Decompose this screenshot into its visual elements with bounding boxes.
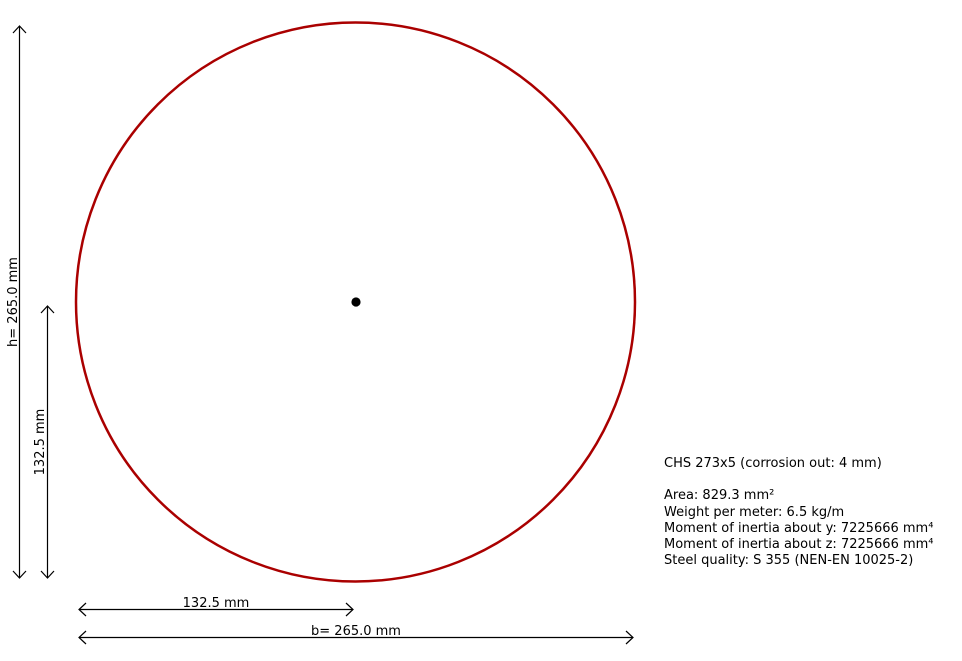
half-height-dimension xyxy=(40,305,55,579)
width-dimension-label: b= 265.0 mm xyxy=(311,624,401,639)
height-dimension xyxy=(12,25,27,579)
height-dimension-label: h= 265.0 mm xyxy=(6,257,21,347)
property-area: Area: 829.3 mm² xyxy=(664,488,775,504)
width-dimension xyxy=(78,630,634,645)
half-height-dimension-label: 132.5 mm xyxy=(33,409,48,476)
half-width-dimension-label: 132.5 mm xyxy=(183,596,250,611)
section-outline-circle xyxy=(74,21,637,583)
property-weight: Weight per meter: 6.5 kg/m xyxy=(664,504,845,520)
property-inertia-y: Moment of inertia about y: 7225666 mm⁴ xyxy=(664,520,934,536)
centroid-point xyxy=(351,297,361,307)
half-width-dimension xyxy=(78,602,354,617)
section-properties-panel: CHS 273x5 (corrosion out: 4 mm) Area: 82… xyxy=(664,456,934,570)
property-inertia-z: Moment of inertia about z: 7225666 mm⁴ xyxy=(664,537,934,553)
section-title: CHS 273x5 (corrosion out: 4 mm) xyxy=(664,456,882,471)
property-steel-quality: Steel quality: S 355 (NEN-EN 10025-2) xyxy=(664,553,914,569)
